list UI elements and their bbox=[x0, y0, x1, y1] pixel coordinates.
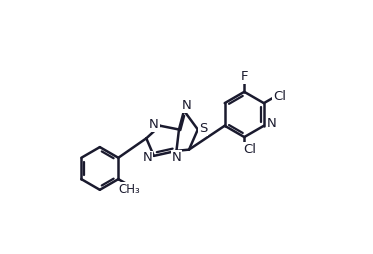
Text: N: N bbox=[172, 151, 181, 164]
Text: Cl: Cl bbox=[243, 143, 256, 156]
Text: F: F bbox=[241, 70, 248, 83]
Text: N: N bbox=[182, 99, 191, 112]
Text: CH₃: CH₃ bbox=[119, 183, 141, 196]
Text: S: S bbox=[199, 122, 207, 135]
Text: Cl: Cl bbox=[273, 90, 286, 103]
Text: N: N bbox=[267, 117, 276, 130]
Text: N: N bbox=[143, 151, 153, 164]
Text: N: N bbox=[149, 118, 159, 131]
